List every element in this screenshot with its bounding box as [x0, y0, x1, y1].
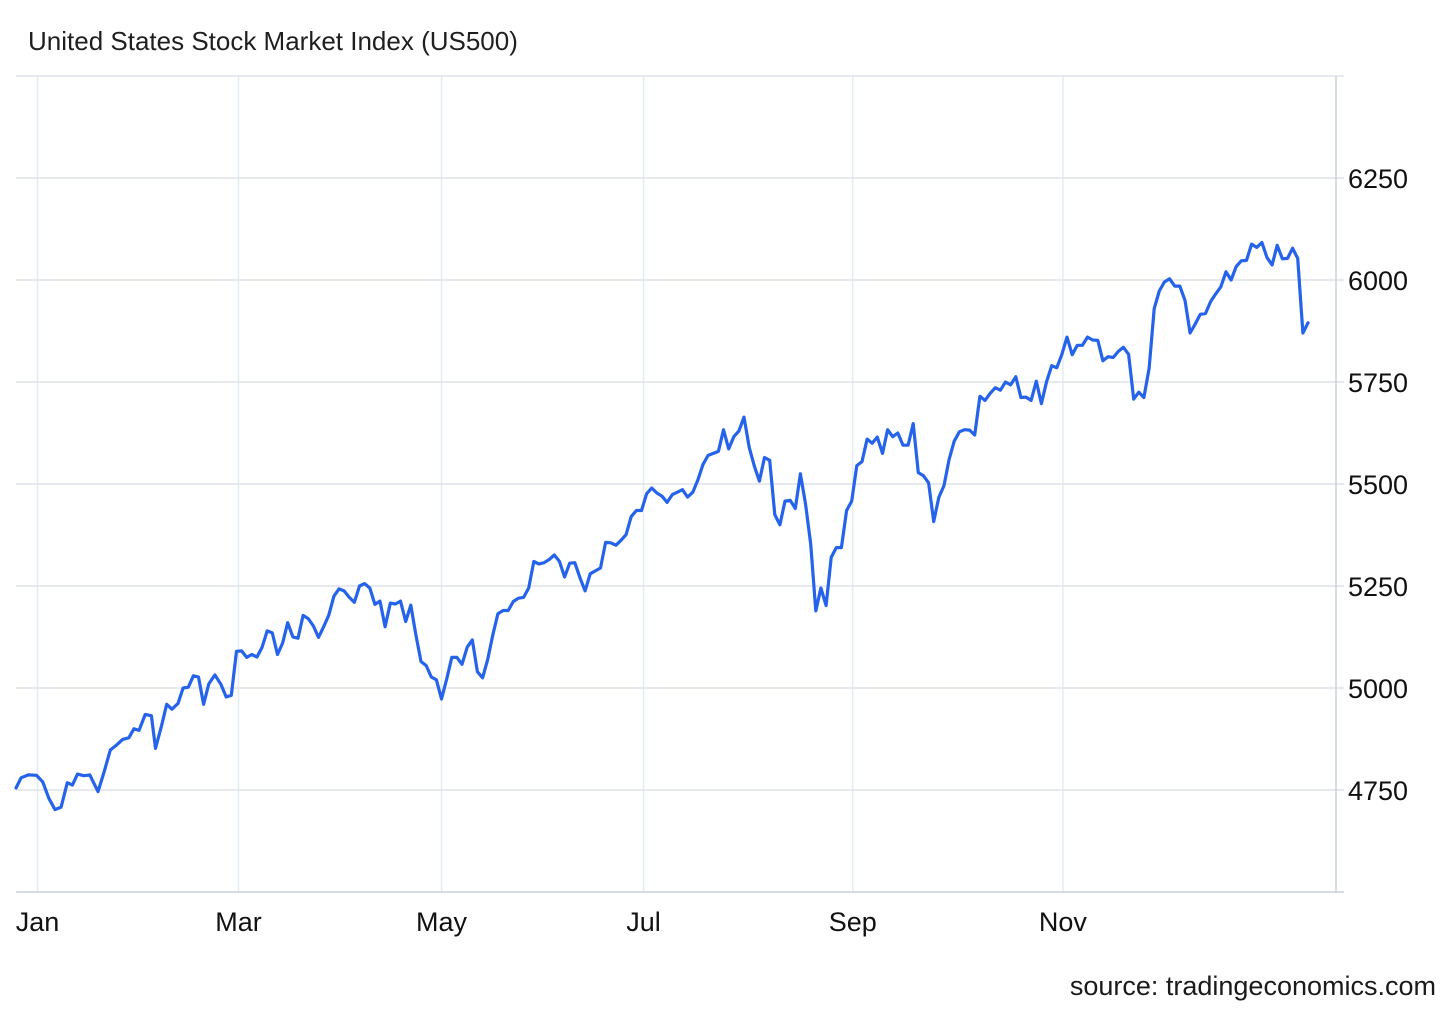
x-tick-label-sep: Sep: [829, 907, 877, 937]
y-tick-label-5250: 5250: [1348, 572, 1408, 602]
axes: [16, 76, 1344, 893]
grid: [16, 75, 1344, 892]
y-tick-labels: 4750 5000 5250 5500 5750 6000 6250: [1348, 164, 1408, 806]
series-layer: [14, 240, 1310, 812]
x-tick-label-jul: Jul: [626, 907, 661, 937]
chart-title: United States Stock Market Index (US500): [28, 26, 518, 56]
y-tick-label-6250: 6250: [1348, 164, 1408, 194]
x-tick-label-jan: Jan: [16, 907, 60, 937]
source-label: source: tradingeconomics.com: [1070, 971, 1436, 1001]
x-tick-label-may: May: [416, 907, 468, 937]
x-tick-labels: Jan Mar May Jul Sep Nov: [16, 907, 1088, 937]
x-tick-label-mar: Mar: [215, 907, 262, 937]
y-tick-label-5000: 5000: [1348, 674, 1408, 704]
x-tick-label-nov: Nov: [1039, 907, 1088, 937]
y-tick-label-5500: 5500: [1348, 470, 1408, 500]
y-tick-label-5750: 5750: [1348, 368, 1408, 398]
series-line-0: [14, 240, 1310, 812]
y-tick-label-6000: 6000: [1348, 266, 1408, 296]
y-tick-label-4750: 4750: [1348, 776, 1408, 806]
